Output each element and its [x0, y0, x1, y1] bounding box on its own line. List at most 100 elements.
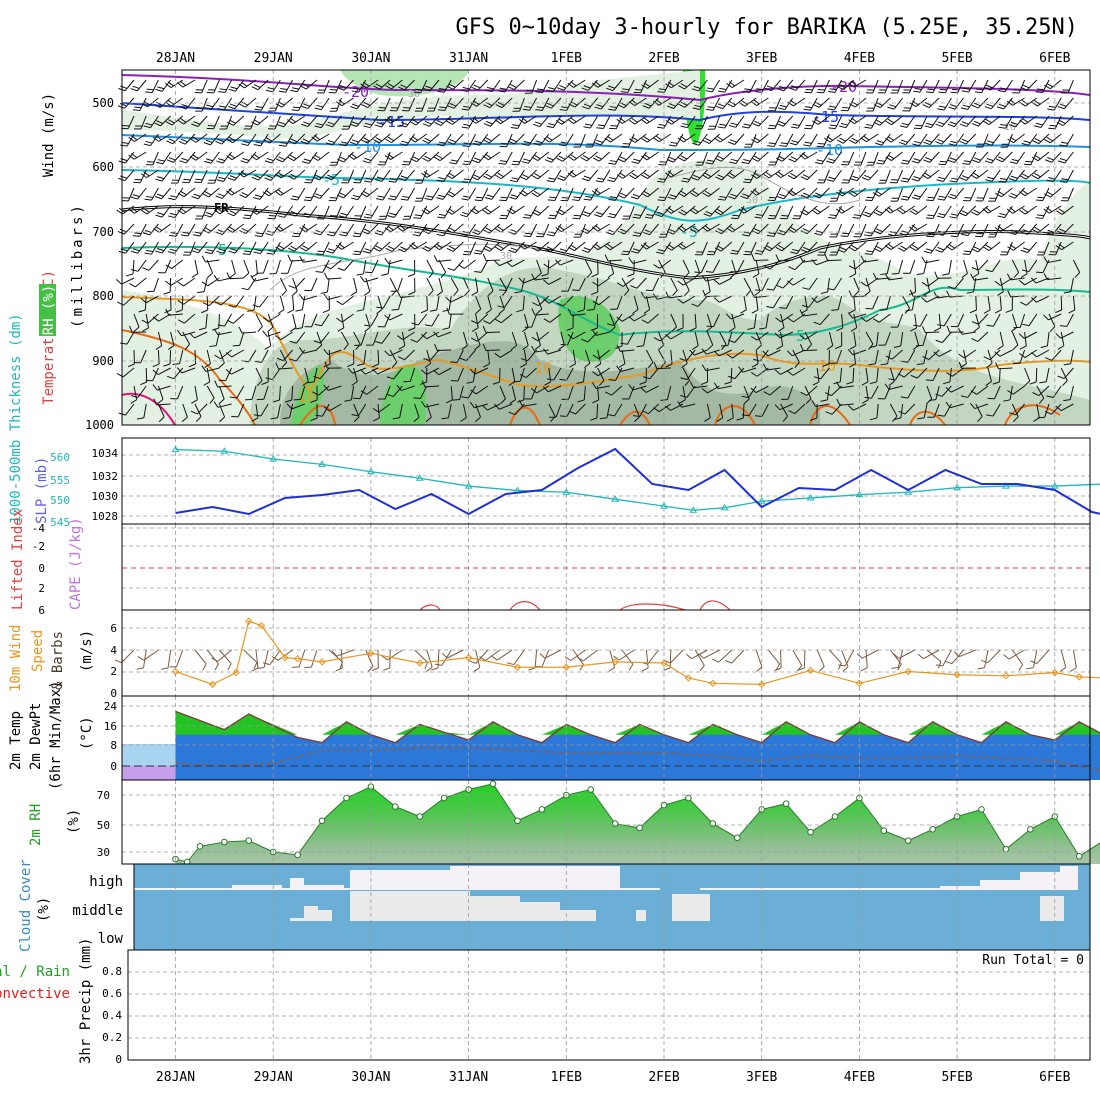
- wind-barb-staff: [959, 650, 976, 657]
- date-label-top: 5FEB: [941, 51, 972, 66]
- slp-tick-1034: 1034: [92, 447, 119, 460]
- wind-barb-flag: [548, 218, 555, 219]
- wind-barb-flag: [540, 654, 545, 659]
- wind-barb-flag: [918, 654, 923, 659]
- precip-ylabel-conv: Convective: [0, 986, 70, 1002]
- wind-barb-flag: [939, 92, 946, 93]
- date-label-bottom: 29JAN: [254, 1070, 293, 1085]
- wind-barb-flag: [952, 233, 959, 234]
- rh2m-marker: [686, 795, 692, 801]
- wind-barb-staff: [337, 650, 354, 656]
- wind-barb-staff: [571, 650, 586, 661]
- wind-barb-flag: [940, 89, 947, 90]
- pressure-tick-600: 600: [92, 160, 114, 174]
- date-label-bottom: 3FEB: [746, 1070, 777, 1085]
- wind-barb-flag: [1019, 665, 1023, 671]
- rh-label-50-b: 50: [746, 195, 758, 206]
- wind-barb-flag: [137, 668, 144, 669]
- rh2m-panel: 70 50 30 2m RH (%): [28, 780, 1100, 865]
- cloud-mid-bar: [560, 910, 596, 921]
- wind-barb-flag: [317, 251, 324, 252]
- wind-barb-staff: [256, 650, 258, 668]
- wind-barb-staff: [804, 650, 805, 668]
- rh2m-tick-50: 50: [97, 819, 110, 832]
- wind-barb-flag: [841, 236, 848, 237]
- cloud-mid-bar: [1040, 896, 1064, 921]
- wind-barb-flag: [775, 668, 781, 671]
- cloud-mid-bar: [636, 910, 646, 921]
- rh2m-marker: [881, 828, 887, 834]
- wind-barb-flag: [243, 218, 250, 219]
- temp2m-ylabel-2: 2m DewPt: [28, 703, 44, 770]
- rh2m-marker: [808, 829, 814, 835]
- li-grid: [122, 524, 1090, 610]
- wind-barb-flag: [621, 254, 628, 255]
- wind10-tick-6: 6: [110, 622, 117, 635]
- wind-barb-flag: [383, 668, 390, 670]
- wind-barb-flag: [305, 197, 312, 198]
- wind-barb-flag: [499, 290, 506, 291]
- thickness-tick-555: 555: [50, 474, 70, 487]
- wind-barb-flag: [892, 273, 899, 274]
- li-frame: [122, 524, 1090, 610]
- rh2m-tick-70: 70: [97, 789, 110, 802]
- rh2m-marker: [319, 818, 325, 824]
- wind-barb-flag: [365, 272, 372, 273]
- contour-label-plus10-b: 10: [818, 357, 836, 375]
- wind-barb-flag: [1060, 667, 1066, 671]
- date-label-top: 30JAN: [351, 51, 390, 66]
- wind-barb-flag: [978, 668, 985, 669]
- slp-tick-1032: 1032: [92, 470, 119, 483]
- wind-barb-flag: [926, 218, 933, 219]
- date-label-bottom: 30JAN: [351, 1070, 390, 1085]
- wind-barb-flag: [573, 218, 580, 219]
- wind-barb-flag: [1027, 668, 1034, 669]
- contour-label-plus10-c: 10: [298, 388, 316, 406]
- li-tick-6: 6: [38, 604, 45, 617]
- rh2m-marker: [1076, 853, 1082, 859]
- date-label-bottom: 1FEB: [551, 1070, 582, 1085]
- precip-axis: 0.8 0.6 0.4 0.2 0: [102, 965, 122, 1066]
- temp2m-ylabel-1: 2m Temp: [8, 711, 24, 770]
- wind-barb-staff: [719, 650, 732, 662]
- wind-barb-staff: [829, 650, 841, 663]
- wind-barb-flag: [646, 290, 653, 291]
- date-label-top: 2FEB: [648, 51, 679, 66]
- rh2m-ylabels: 2m RH (%): [28, 804, 82, 846]
- wind-barb-flag: [138, 656, 144, 660]
- wind-barb-flag: [507, 663, 514, 665]
- pressure-tick-900: 900: [92, 354, 114, 368]
- date-label-bottom: 5FEB: [941, 1070, 972, 1085]
- temp-area: [176, 711, 1100, 780]
- pressure-tick-500: 500: [92, 96, 114, 110]
- li-ylabel: Lifted Index: [10, 509, 26, 610]
- wind-barb-flag: [469, 661, 476, 664]
- wind-barb-flag: [524, 236, 531, 237]
- wind-barb-staff: [535, 650, 536, 668]
- temp2m-axis: 24 16 8 0: [104, 700, 118, 773]
- rh2m-marker: [734, 835, 740, 841]
- wind-barb-flag: [147, 89, 154, 90]
- wind-barb-staff: [486, 260, 500, 261]
- wind10-ylabel-unit: (m/s): [79, 630, 95, 672]
- wind-barb-flag: [757, 667, 762, 671]
- cloud-mid-bar: [470, 896, 520, 921]
- wind-barb-staff: [485, 650, 500, 661]
- wind-barb-staff: [768, 650, 779, 664]
- slp-frame: [122, 438, 1090, 524]
- rh-label-50-a: 50: [436, 348, 448, 359]
- wind-barb-staff: [646, 650, 648, 668]
- wind-barb-flag: [549, 197, 556, 198]
- temp-tick-16: 16: [104, 720, 117, 733]
- wind-barb-flag: [414, 92, 421, 93]
- wind-barb-staff: [524, 386, 525, 400]
- date-label-top: 6FEB: [1039, 51, 1070, 66]
- rh2m-ylabel-unit: (%): [66, 809, 82, 834]
- cloud-high-bar: [620, 888, 660, 890]
- wind-barb-flag: [499, 200, 506, 201]
- wind-barb-flag: [435, 664, 442, 665]
- wind-barb-flag: [293, 107, 300, 108]
- slp-ylabel-thickness: 1000-500mb Thickness (dm): [8, 313, 24, 524]
- run-total: Run Total = 0: [982, 953, 1084, 968]
- li-tick-2: 2: [38, 582, 45, 595]
